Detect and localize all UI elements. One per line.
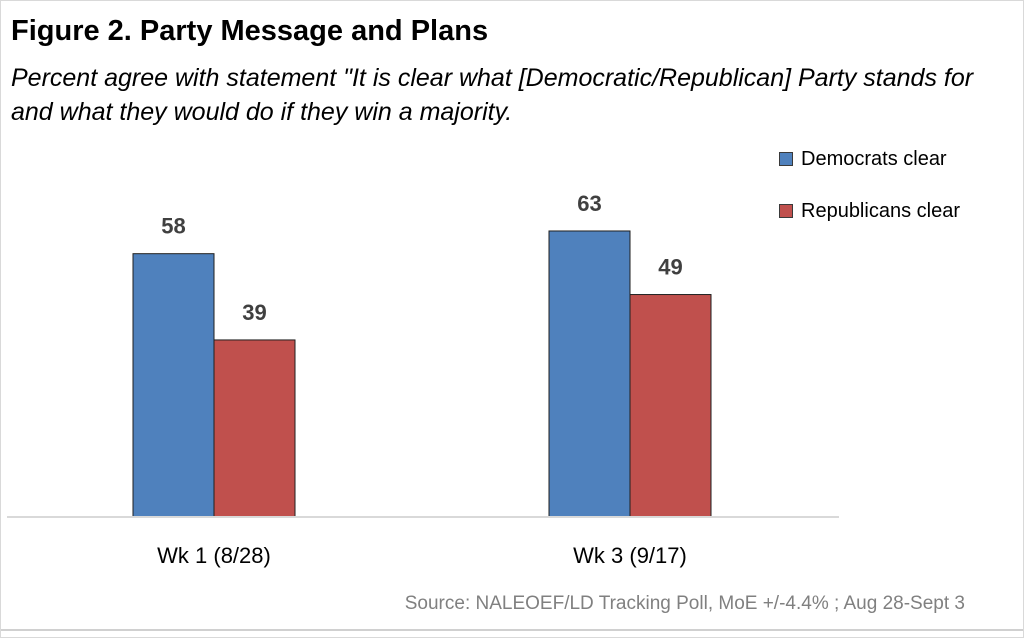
source-note: Source: NALEOEF/LD Tracking Poll, MoE +/… <box>404 593 965 614</box>
chart-legend: Democrats clear Republicans clear <box>779 146 960 250</box>
bar-democrats-1 <box>132 253 215 518</box>
bottom-divider <box>1 629 1023 631</box>
legend-swatch-democrats <box>779 152 793 166</box>
data-label-republicans-1: 39 <box>242 300 266 325</box>
bar-chart: 58 63 39 49 Wk 1 (8/28) Wk 3 (9/17) <box>7 191 839 568</box>
legend-item-democrats: Democrats clear <box>779 146 960 172</box>
legend-label-republicans: Republicans clear <box>801 199 960 222</box>
bar-republicans-2 <box>629 294 712 518</box>
legend-swatch-republicans <box>779 204 793 218</box>
x-tick-label-1: Wk 1 (8/28) <box>157 543 271 568</box>
chart-subtitle: Percent agree with statement "It is clea… <box>11 64 974 126</box>
data-label-democrats-2: 63 <box>577 191 601 216</box>
x-tick-label-2: Wk 3 (9/17) <box>573 543 687 568</box>
legend-item-republicans: Republicans clear <box>779 198 960 224</box>
chart-title: Figure 2. Party Message and Plans <box>11 15 489 47</box>
legend-label-democrats: Democrats clear <box>801 147 947 170</box>
data-label-democrats-1: 58 <box>161 214 185 239</box>
bar-republicans-1 <box>213 339 296 518</box>
data-label-republicans-2: 49 <box>658 255 682 280</box>
bar-democrats-2 <box>548 230 631 518</box>
